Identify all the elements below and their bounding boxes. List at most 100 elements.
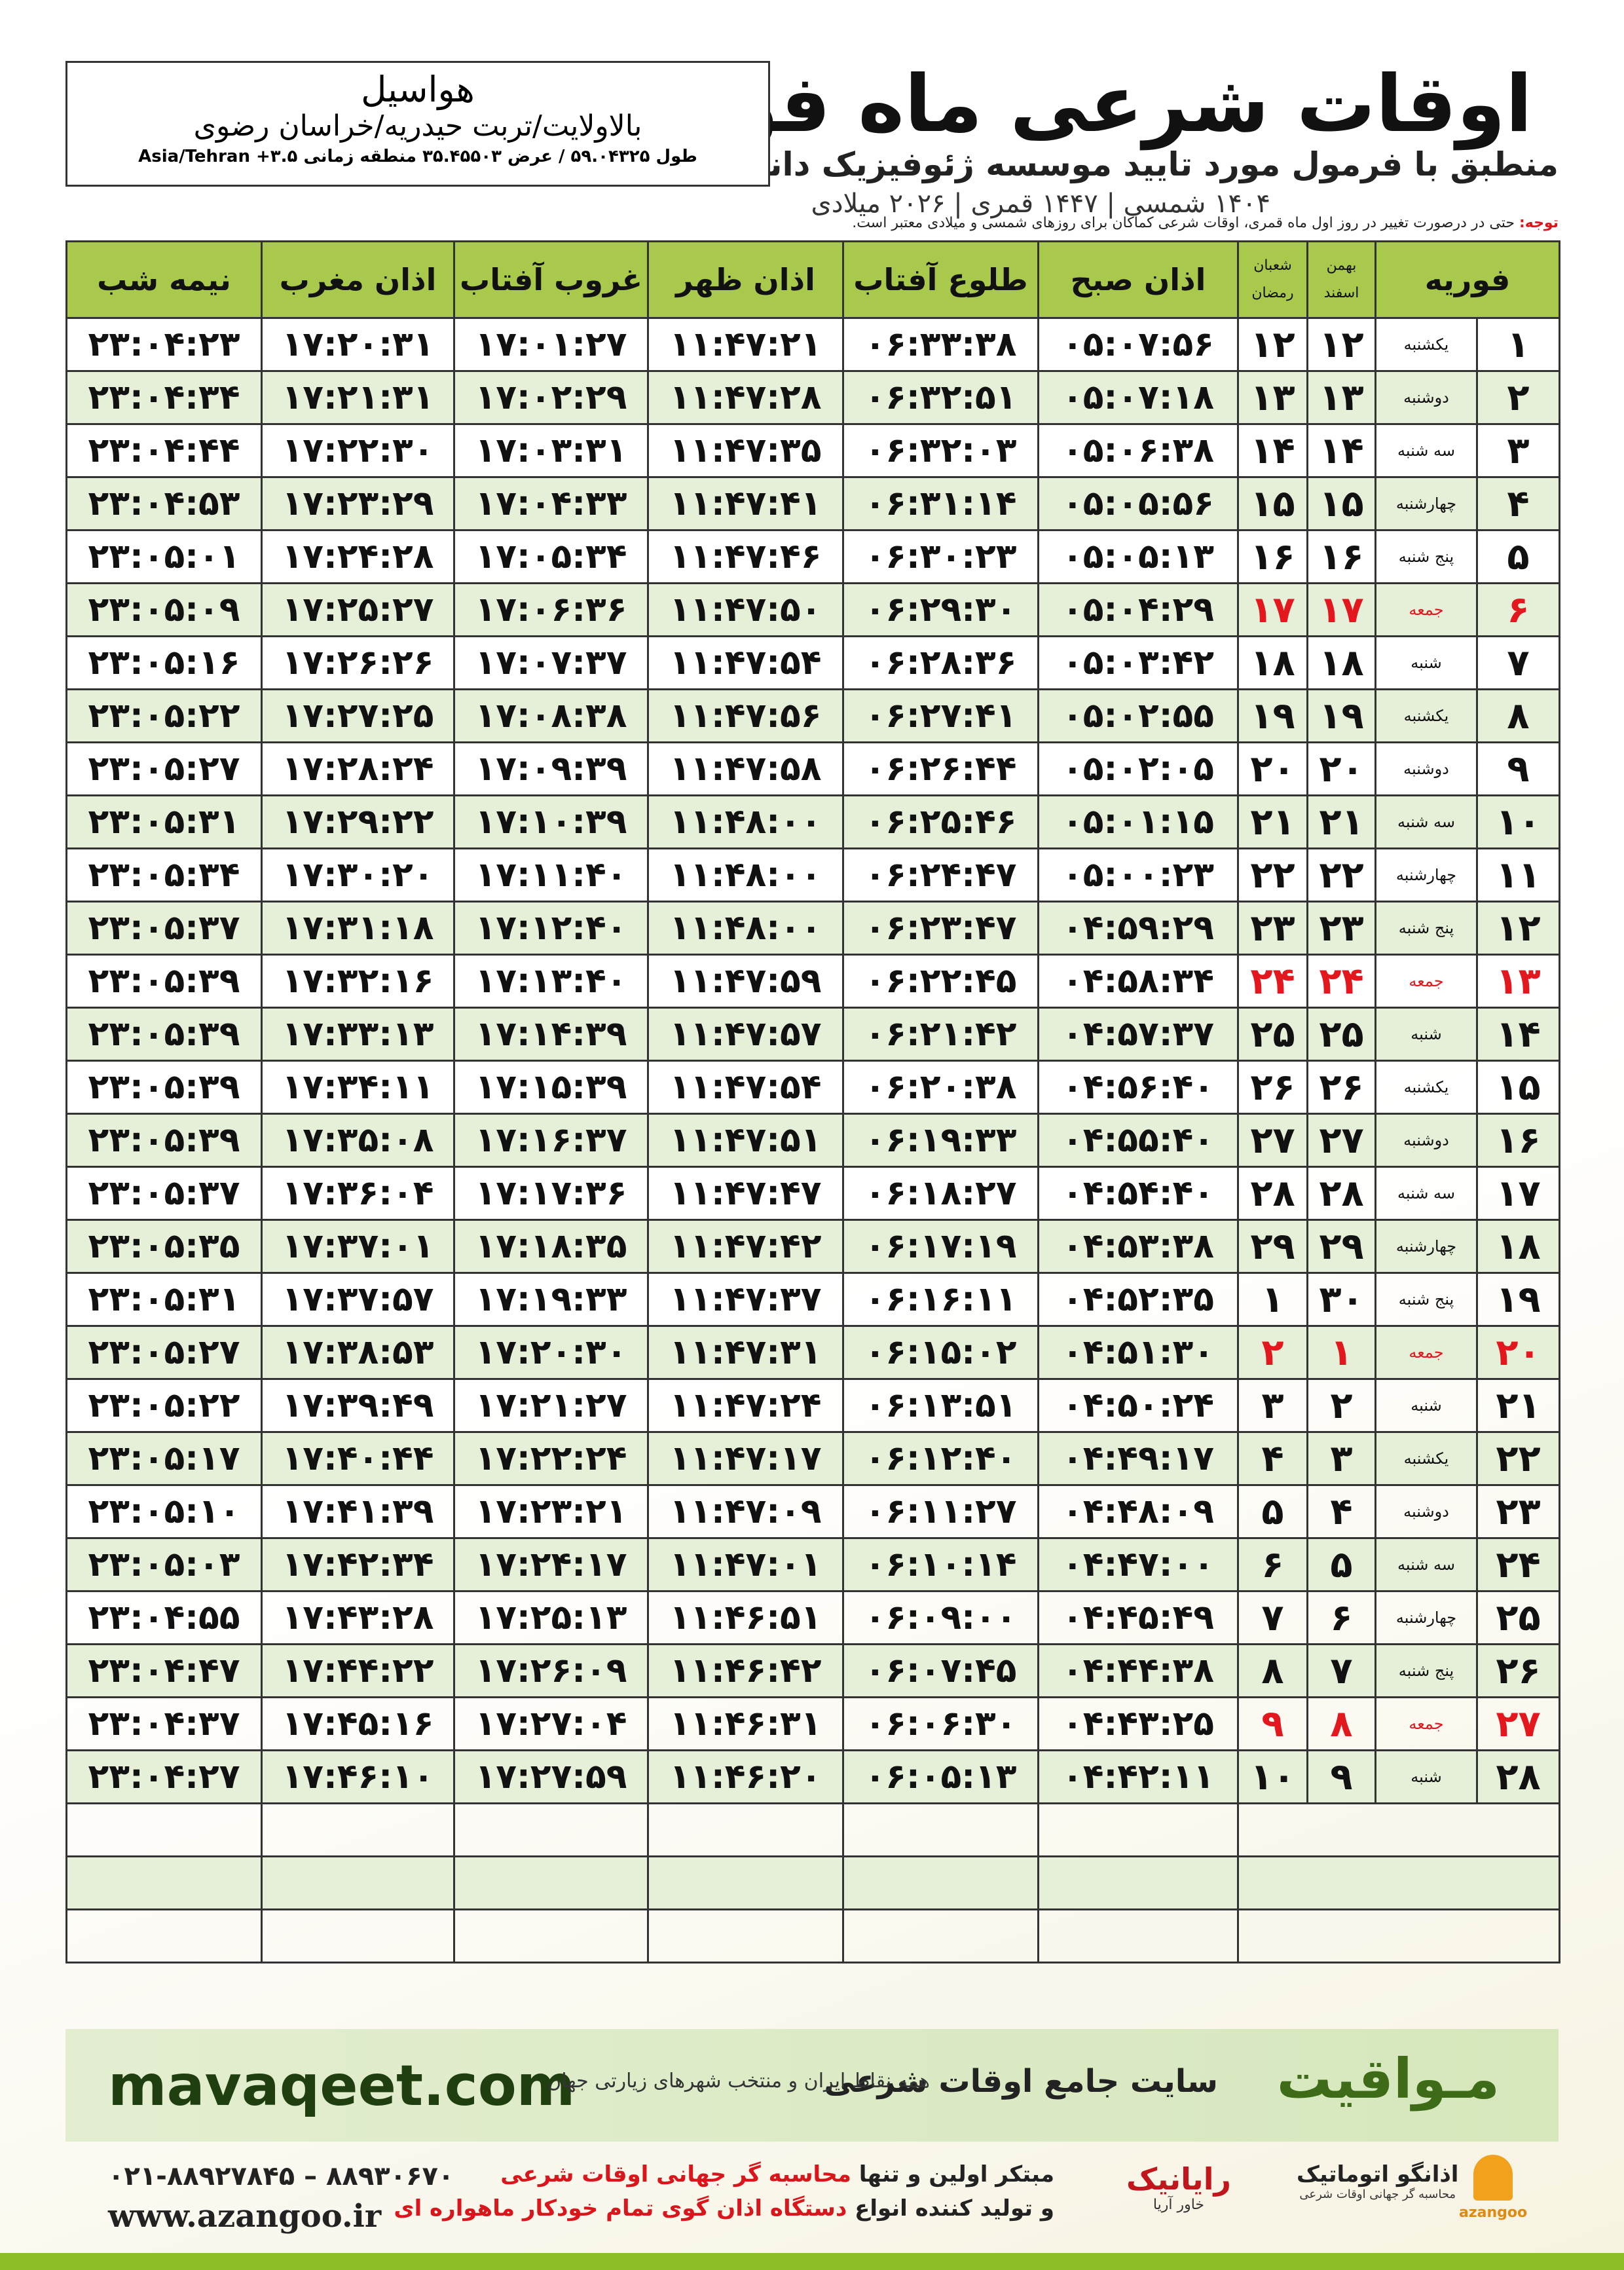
table-cell: ۰۵:۰۷:۵۶ xyxy=(1037,317,1239,372)
table-cell: ۱۷:۰۵:۳۴ xyxy=(453,529,649,584)
table-cell: ۲۳:۰۵:۱۰ xyxy=(65,1484,263,1539)
table-cell: ۱۷:۳۶:۰۴ xyxy=(261,1166,455,1221)
table-cell: ۰۴:۵۳:۳۸ xyxy=(1037,1219,1239,1274)
table-cell: ۰۴:۴۳:۲۵ xyxy=(1037,1696,1239,1751)
table-cell: ۱۷:۲۳:۲۱ xyxy=(453,1484,649,1539)
table-row: ۲۳ دوشنبه ۴ ۵ ۰۴:۴۸:۰۹ ۰۶:۱۱:۲۷ ۱۱:۴۷:۰۹ ۱۷:۲۳:… xyxy=(65,1484,1560,1539)
table-cell: ۵ xyxy=(1476,529,1560,584)
table-cell: ۲۳:۰۵:۱۶ xyxy=(65,635,263,690)
empty-cell xyxy=(1037,1908,1239,1963)
table-cell: ۱۷:۴۶:۱۰ xyxy=(261,1749,455,1804)
table-cell: ۱۷:۱۷:۳۶ xyxy=(453,1166,649,1221)
table-cell: چهارشنبه xyxy=(1375,1590,1478,1645)
table-cell: جمعه xyxy=(1375,1696,1478,1751)
empty-cell xyxy=(647,1908,844,1963)
table-cell: ۱۴ xyxy=(1237,423,1308,478)
table-cell: ۶ xyxy=(1237,1537,1308,1592)
table-cell: ۱۷:۱۱:۴۰ xyxy=(453,847,649,902)
table-cell: ۱۹ xyxy=(1237,688,1308,743)
table-cell: ۱۱:۴۷:۵۸ xyxy=(647,741,844,796)
footer-line: و تولید کننده انواع دستگاه اذان گوی تمام… xyxy=(394,2195,1054,2222)
empty-cell xyxy=(261,1908,455,1963)
table-cell: دوشنبه xyxy=(1375,741,1478,796)
table-cell: ۰۶:۳۲:۰۳ xyxy=(842,423,1039,478)
header-text: رمضان xyxy=(1251,285,1294,301)
table-cell: ۰۶:۱۰:۱۴ xyxy=(842,1537,1039,1592)
table-row: ۹ دوشنبه ۲۰ ۲۰ ۰۵:۰۲:۰۵ ۰۶:۲۶:۴۴ ۱۱:۴۷:۵۸ ۱۷:۰۹… xyxy=(65,741,1560,796)
table-cell: ۲۳:۰۵:۳۱ xyxy=(65,1272,263,1327)
table-cell: ۱۷:۰۱:۲۷ xyxy=(453,317,649,372)
table-cell: ۱۷:۲۳:۲۹ xyxy=(261,476,455,531)
table-cell: ۱۷ xyxy=(1306,582,1376,637)
table-cell: ۱۵ xyxy=(1476,1060,1560,1115)
table-cell: ۲۳:۰۴:۲۳ xyxy=(65,317,263,372)
table-cell: ۱۲ xyxy=(1306,317,1376,372)
table-cell: شنبه xyxy=(1375,1749,1478,1804)
table-cell: ۳ xyxy=(1476,423,1560,478)
empty-row xyxy=(65,1855,1560,1910)
table-cell: ۱۱:۴۸:۰۰ xyxy=(647,794,844,849)
table-cell: ۱۱:۴۷:۴۱ xyxy=(647,476,844,531)
table-cell: ۲۸ xyxy=(1237,1166,1308,1221)
table-cell: ۲ xyxy=(1476,370,1560,425)
table-cell: ۰۶:۲۸:۳۶ xyxy=(842,635,1039,690)
table-cell: ۰۴:۴۲:۱۱ xyxy=(1037,1749,1239,1804)
table-cell: ۲۳:۰۵:۳۵ xyxy=(65,1219,263,1274)
table-cell: ۱۷:۱۹:۳۳ xyxy=(453,1272,649,1327)
table-cell: ۱۷:۳۴:۱۱ xyxy=(261,1060,455,1115)
table-cell: ۱۳ xyxy=(1306,370,1376,425)
table-cell: ۰۶:۱۶:۱۱ xyxy=(842,1272,1039,1327)
table-cell: ۲۵ xyxy=(1476,1590,1560,1645)
table-cell: ۱۸ xyxy=(1306,635,1376,690)
table-cell: ۱۱:۴۶:۵۱ xyxy=(647,1590,844,1645)
table-cell: ۱۱:۴۷:۲۸ xyxy=(647,370,844,425)
table-cell: ۱۱:۴۷:۳۵ xyxy=(647,423,844,478)
empty-cell xyxy=(453,1908,649,1963)
table-cell: ۰۶:۱۷:۱۹ xyxy=(842,1219,1039,1274)
table-cell: ۱۱:۴۷:۳۷ xyxy=(647,1272,844,1327)
footer-text: دستگاه اذان گوی تمام خودکار ماهواره ای xyxy=(394,2195,847,2222)
table-cell: ۲۰ xyxy=(1476,1325,1560,1380)
table-cell: ۱۷:۲۸:۲۴ xyxy=(261,741,455,796)
table-cell: جمعه xyxy=(1375,954,1478,1009)
table-cell: ۲۲ xyxy=(1306,847,1376,902)
table-cell: ۱۷:۲۷:۲۵ xyxy=(261,688,455,743)
table-cell: ۷ xyxy=(1306,1643,1376,1698)
table-cell: ۲۳:۰۵:۳۹ xyxy=(65,1113,263,1168)
table-cell: ۱۱:۴۷:۱۷ xyxy=(647,1431,844,1486)
table-cell: ۱۱:۴۸:۰۰ xyxy=(647,847,844,902)
table-row: ۱۵ یکشنبه ۲۶ ۲۶ ۰۴:۵۶:۴۰ ۰۶:۲۰:۳۸ ۱۱:۴۷:۵۴ ۱۷:۱… xyxy=(65,1060,1560,1115)
table-cell: ۱۷:۲۴:۲۸ xyxy=(261,529,455,584)
table-cell: ۱۱:۴۷:۵۶ xyxy=(647,688,844,743)
table-cell: ۷ xyxy=(1476,635,1560,690)
table-cell: ۱۷:۴۳:۲۸ xyxy=(261,1590,455,1645)
table-cell: ۰۵:۰۲:۵۵ xyxy=(1037,688,1239,743)
table-row: ۷ شنبه ۱۸ ۱۸ ۰۵:۰۳:۴۲ ۰۶:۲۸:۳۶ ۱۱:۴۷:۵۴ ۱۷:۰۷:۳… xyxy=(65,635,1560,690)
table-cell: سه شنبه xyxy=(1375,1166,1478,1221)
table-row: ۱۲ پنج شنبه ۲۳ ۲۳ ۰۴:۵۹:۲۹ ۰۶:۲۳:۴۷ ۱۱:۴۸:۰۰ ۱۷… xyxy=(65,901,1560,956)
header-text: بهمن xyxy=(1326,257,1357,274)
footer-line: مبتکر اولین و تنها محاسبه گر جهانی اوقات… xyxy=(500,2161,1054,2187)
table-cell: ۱۱:۴۷:۰۱ xyxy=(647,1537,844,1592)
table-cell: ۱۷:۰۷:۳۷ xyxy=(453,635,649,690)
table-cell: شنبه xyxy=(1375,635,1478,690)
logo-text: رایانیک xyxy=(1126,2161,1231,2197)
table-cell: ۰۴:۵۸:۳۴ xyxy=(1037,954,1239,1009)
table-row: ۲۴ سه شنبه ۵ ۶ ۰۴:۴۷:۰۰ ۰۶:۱۰:۱۴ ۱۱:۴۷:۰۱ ۱۷:۲۴… xyxy=(65,1537,1560,1592)
table-cell: ۱۷:۳۹:۴۹ xyxy=(261,1378,455,1433)
table-cell: ۲۸ xyxy=(1476,1749,1560,1804)
table-cell: ۱۷:۰۳:۳۱ xyxy=(453,423,649,478)
header-text: شعبان xyxy=(1253,257,1292,274)
table-cell: ۱۷:۳۵:۰۸ xyxy=(261,1113,455,1168)
table-cell: ۱۷:۲۱:۳۱ xyxy=(261,370,455,425)
table-cell: ۰۴:۴۸:۰۹ xyxy=(1037,1484,1239,1539)
logo-text: اذانگو اتوماتیک xyxy=(1297,2161,1459,2187)
table-cell: ۱۷:۰۸:۳۸ xyxy=(453,688,649,743)
table-cell: ۱۷:۱۴:۳۹ xyxy=(453,1007,649,1062)
table-cell: پنج شنبه xyxy=(1375,901,1478,956)
table-cell: ۲۳:۰۵:۲۲ xyxy=(65,688,263,743)
table-cell: ۱۱:۴۶:۴۲ xyxy=(647,1643,844,1698)
table-cell: ۰۶:۲۱:۴۲ xyxy=(842,1007,1039,1062)
empty-cell xyxy=(842,1855,1039,1910)
table-cell: ۲۴ xyxy=(1306,954,1376,1009)
